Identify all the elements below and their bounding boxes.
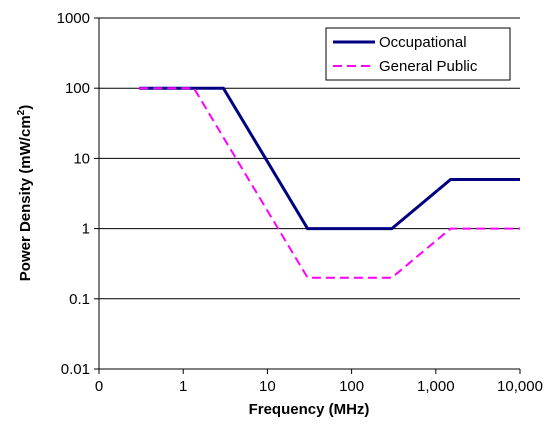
- series-line-occupational: [139, 86, 520, 231]
- series-lines: [139, 86, 520, 279]
- y-axis-title-end: ): [17, 105, 34, 110]
- x-tick-label: 1,000: [417, 378, 455, 395]
- series-line-general-public: [139, 87, 520, 279]
- x-tick-label: 100: [339, 378, 364, 395]
- y-tick-label: 100: [65, 80, 90, 97]
- y-tick-label: 1: [82, 221, 90, 238]
- y-ticks: 0.01 0.1 1 10 100 1000: [57, 10, 99, 378]
- x-tick-label: 10,000: [497, 378, 543, 395]
- x-ticks: 0 1 10 100 1,000 10,000: [95, 369, 543, 395]
- axes: [98, 18, 520, 370]
- y-tick-label: 0.01: [61, 361, 90, 378]
- legend-label-occupational: Occupational: [379, 34, 467, 51]
- legend-box: [325, 27, 511, 81]
- x-tick-label: 0: [95, 378, 103, 395]
- y-tick-label: 1000: [57, 10, 90, 27]
- y-axis-title-sup: 2: [16, 109, 27, 115]
- x-axis-title: Frequency (MHz): [249, 401, 370, 418]
- y-axis-title: Power Density (mW/cm2): [16, 105, 34, 281]
- x-tick-label: 1: [179, 378, 187, 395]
- legend: Occupational General Public: [325, 27, 511, 81]
- y-tick-label: 10: [73, 150, 90, 167]
- legend-label-general-public: General Public: [379, 58, 478, 75]
- y-tick-label: 0.1: [69, 291, 90, 308]
- y-axis-title-main: Power Density (mW/cm: [17, 115, 34, 281]
- x-tick-label: 10: [259, 378, 276, 395]
